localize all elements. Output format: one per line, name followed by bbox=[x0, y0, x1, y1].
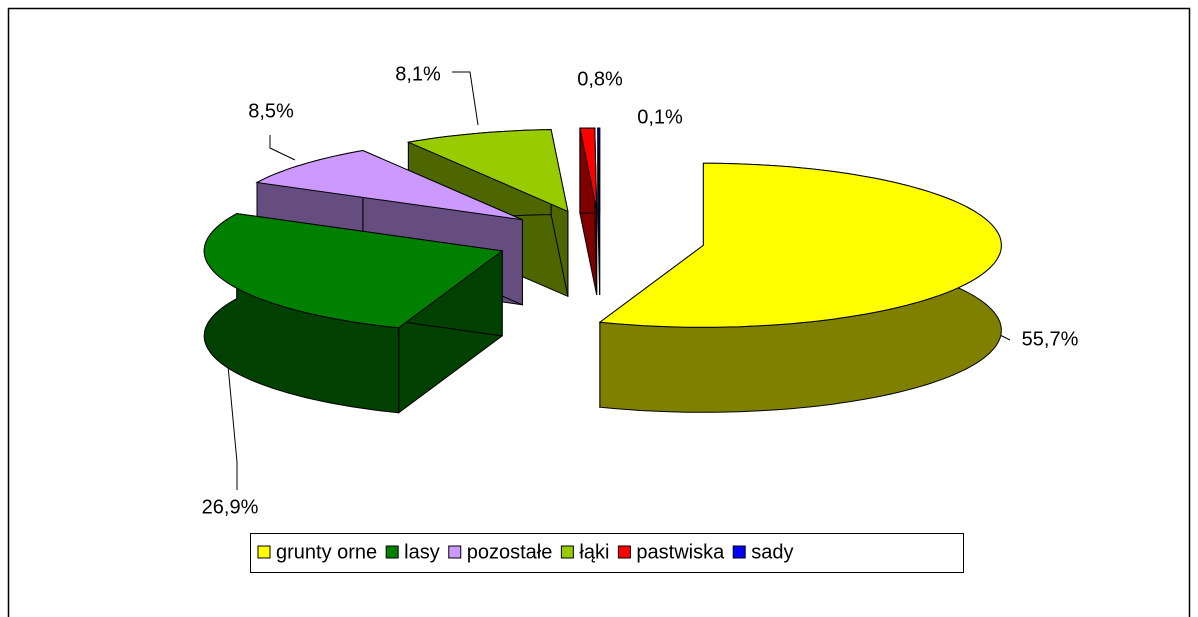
legend-swatch bbox=[560, 545, 574, 559]
data-label: 8,5% bbox=[248, 100, 294, 122]
legend-label: pozostałe bbox=[467, 541, 553, 563]
leader-line bbox=[226, 354, 238, 490]
chart-border bbox=[7, 7, 1191, 617]
legend-label: pastwiska bbox=[636, 541, 725, 563]
slice bbox=[255, 149, 523, 221]
legend-label: lasy bbox=[404, 541, 440, 563]
slice bbox=[598, 162, 1002, 328]
leader-line bbox=[269, 135, 296, 161]
pie bbox=[203, 127, 1002, 414]
data-label: 55,7% bbox=[1022, 328, 1079, 350]
legend-swatch bbox=[732, 545, 746, 559]
legend-swatch bbox=[257, 545, 271, 559]
legend-swatch bbox=[448, 545, 462, 559]
data-label: 8,1% bbox=[395, 63, 441, 85]
data-label: 0,8% bbox=[577, 68, 623, 90]
leader-lines bbox=[226, 71, 1011, 490]
legend-label: łąki bbox=[579, 541, 609, 563]
slice bbox=[406, 129, 569, 213]
legend-label: grunty orne bbox=[276, 541, 377, 563]
legend-swatch bbox=[617, 545, 631, 559]
leader-line bbox=[452, 71, 479, 126]
slice bbox=[597, 127, 601, 211]
data-label: 0,1% bbox=[637, 106, 683, 128]
slice bbox=[579, 127, 598, 211]
data-label: 26,9% bbox=[202, 496, 259, 518]
slice bbox=[203, 213, 504, 329]
legend-swatch bbox=[385, 545, 399, 559]
legend-box bbox=[250, 533, 964, 573]
legend-label: sady bbox=[751, 541, 793, 563]
leader-line bbox=[999, 334, 1011, 341]
